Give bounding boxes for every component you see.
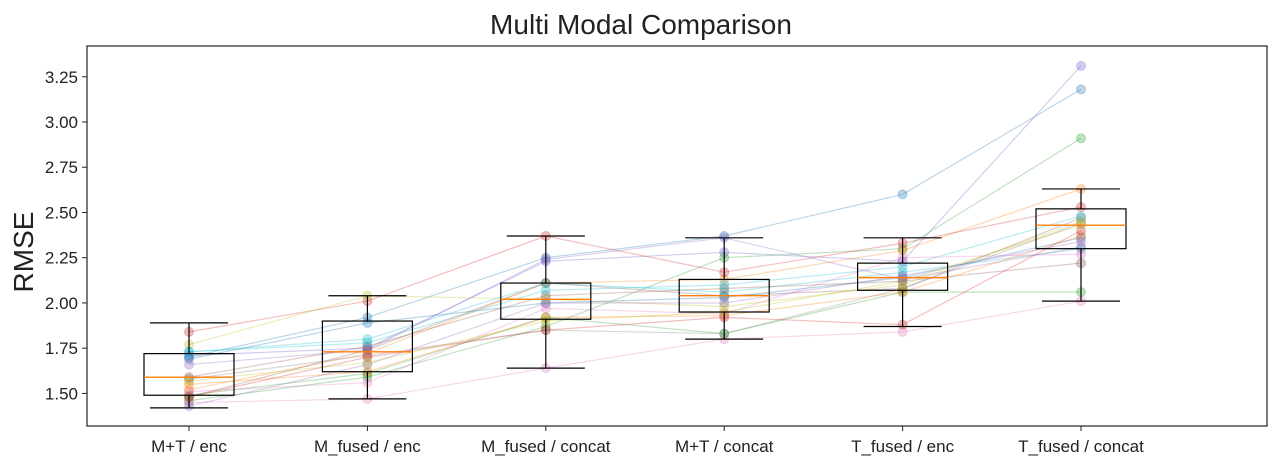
series-point-1-1 [362, 343, 373, 354]
box-iqr [143, 353, 235, 396]
series-line-4 [188, 206, 1082, 333]
series-point-14-2 [540, 298, 551, 308]
series-point-17-5 [1076, 211, 1086, 222]
series-point-18-0 [184, 375, 194, 386]
box-iqr [500, 282, 592, 320]
box-2 [500, 235, 592, 369]
series-point-7-1 [362, 350, 373, 361]
plot-frame [86, 45, 1268, 427]
series-point-12-5 [1076, 231, 1086, 241]
series-point-15-3 [719, 283, 730, 294]
y-tick-label: 3.00 [45, 113, 78, 132]
series-point-10-2 [540, 298, 551, 308]
series-point-8-3 [719, 301, 730, 312]
box-1 [321, 295, 413, 400]
y-tick-label: 2.00 [45, 294, 78, 313]
series-point-14-1 [362, 359, 373, 370]
series-line-13 [188, 230, 1082, 398]
series-point-9-1 [362, 334, 373, 345]
series-point-13-5 [1076, 225, 1086, 236]
y-tick-label: 2.75 [45, 158, 78, 177]
series-point-17-1 [362, 337, 373, 348]
series-line-2 [188, 137, 1082, 402]
x-tick-label: M_fused / concat [481, 437, 611, 456]
series-line-8 [188, 220, 1082, 346]
series-point-3-0 [184, 384, 194, 395]
series-point-0-4 [897, 189, 908, 200]
x-tick-label: M+T / enc [151, 437, 227, 456]
series-point-0-5 [1076, 84, 1086, 95]
series-point-17-2 [540, 285, 551, 296]
series-line-16 [188, 253, 1082, 393]
y-tick-label: 2.50 [45, 203, 78, 222]
box-plots [143, 188, 1127, 409]
series-line-18 [188, 224, 1082, 382]
series-point-8-5 [1076, 216, 1086, 227]
series-lines [188, 65, 1082, 407]
box-iqr [1035, 208, 1127, 250]
x-tick-label: M+T / concat [675, 437, 774, 456]
series-point-16-2 [540, 303, 551, 314]
box-iqr [856, 262, 949, 291]
x-tick-label: T_fused / enc [851, 437, 955, 456]
y-tick-label: 1.75 [45, 339, 78, 358]
series-point-2-5 [1076, 133, 1086, 144]
series-point-6-4 [897, 326, 908, 337]
series-line-11 [188, 291, 1081, 396]
box-5 [1035, 188, 1127, 302]
x-tick-label: T_fused / concat [1018, 437, 1144, 456]
series-line-10 [188, 237, 1082, 360]
series-point-18-1 [362, 357, 373, 368]
series-line-0 [188, 88, 1082, 358]
series-point-15-2 [540, 290, 551, 301]
box-4 [856, 237, 949, 328]
box-0 [143, 322, 235, 409]
series-point-18-4 [897, 276, 908, 287]
series-point-19-1 [362, 345, 373, 355]
series-line-5 [188, 217, 1082, 398]
y-tick-label: 1.50 [45, 384, 78, 403]
series-point-10-5 [1076, 232, 1086, 243]
series-point-15-1 [362, 341, 373, 352]
series-point-19-0 [184, 359, 194, 370]
series-point-9-3 [719, 287, 730, 298]
series-line-17 [188, 215, 1082, 353]
series-point-12-0 [184, 379, 194, 390]
series-points [184, 60, 1086, 412]
box-3 [678, 237, 770, 340]
series-point-8-4 [897, 279, 908, 290]
y-tick-label: 3.25 [45, 68, 78, 87]
series-line-1 [188, 65, 1082, 356]
series-point-15-4 [897, 276, 908, 287]
box-iqr [321, 320, 413, 373]
series-point-13-1 [362, 352, 373, 363]
series-point-17-3 [719, 279, 730, 290]
series-point-14-5 [1076, 236, 1086, 247]
y-axis-ticks: 1.50 1.75 2.00 2.25 2.50 2.75 3.00 3.25 [45, 68, 87, 403]
series-point-14-3 [719, 298, 730, 308]
series-line-3 [188, 188, 1082, 391]
series-point-9-4 [897, 267, 908, 278]
chart-title: Multi Modal Comparison [490, 9, 792, 40]
series-line-9 [188, 248, 1082, 353]
series-line-12 [188, 235, 1082, 385]
y-tick-label: 2.25 [45, 249, 78, 268]
x-axis-ticks: M+T / enc M_fused / enc M_fused / concat M+… [151, 426, 1144, 456]
series-point-5-5 [1076, 212, 1086, 223]
series-point-1-5 [1076, 60, 1086, 71]
x-tick-label: M_fused / enc [314, 437, 421, 456]
series-point-19-4 [897, 274, 908, 285]
series-point-10-0 [184, 354, 194, 364]
y-axis-label: RMSE [8, 212, 39, 293]
